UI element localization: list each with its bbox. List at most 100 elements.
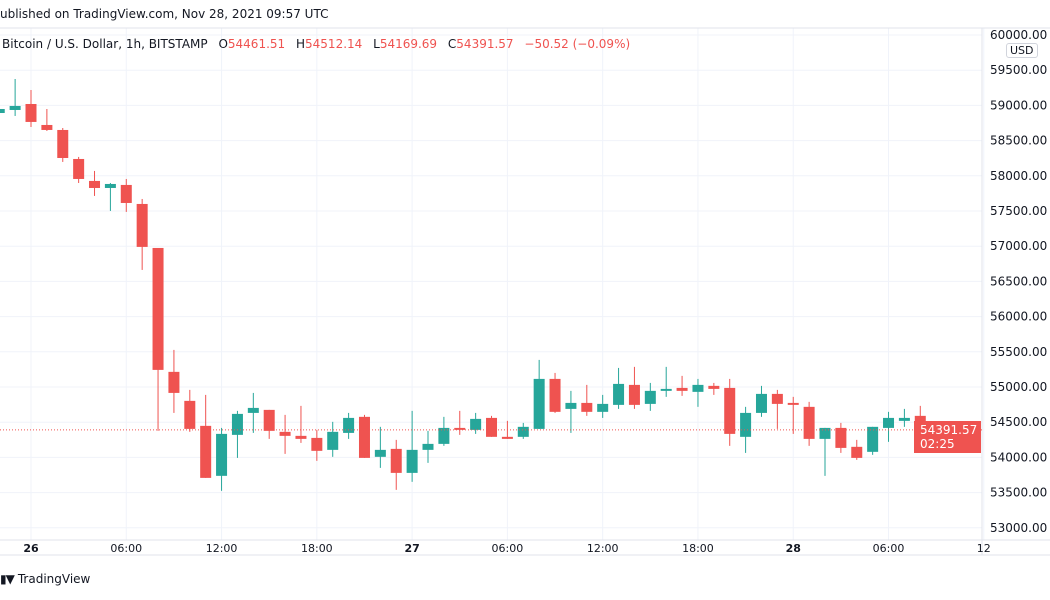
last-price-value: 54391.57 <box>920 423 978 437</box>
candle-up <box>533 359 545 429</box>
low-label: L <box>373 37 380 51</box>
close-label: C <box>447 37 457 51</box>
change-value: −50.52 (−0.09%) <box>524 37 631 51</box>
tradingview-logo-icon[interactable]: ▮▼ <box>0 572 15 586</box>
candle-body <box>835 427 847 448</box>
candle-body <box>501 436 513 439</box>
brand-name[interactable]: TradingView <box>17 572 91 586</box>
time-tick-label: 12 <box>977 542 991 555</box>
price-tick-label: 58000.00 <box>990 169 1047 183</box>
candle-body <box>295 435 307 439</box>
time-tick-label: 06:00 <box>110 542 142 555</box>
candle-body <box>0 108 5 114</box>
open-label: O <box>218 37 228 51</box>
currency-badge[interactable]: USD <box>1006 43 1038 58</box>
candle-up <box>819 427 831 476</box>
candle-body <box>549 378 561 412</box>
candle-body <box>247 407 259 413</box>
candle-body <box>104 183 116 188</box>
time-tick-label: 06:00 <box>492 542 524 555</box>
candle-body <box>708 385 720 389</box>
candle-down <box>454 410 466 435</box>
candle-down <box>549 372 561 413</box>
price-axis[interactable]: 60000.00 59500.00 59000.00 58500.00 58000.00… <box>990 28 1047 535</box>
candle-down <box>73 156 85 183</box>
candle-up <box>597 394 609 418</box>
candle-down <box>581 384 593 416</box>
candle-up <box>104 182 116 211</box>
published-caption: ublished on TradingView.com, Nov 28, 202… <box>0 7 329 21</box>
bar-countdown: 02:25 <box>920 437 955 451</box>
symbol-title[interactable]: Bitcoin / U.S. Dollar, 1h, BITSTAMP <box>2 37 208 51</box>
candle-up <box>247 392 259 433</box>
grid <box>0 28 985 540</box>
candle-body <box>216 433 228 476</box>
candle-body <box>755 393 767 413</box>
candle-up <box>867 426 879 455</box>
candle-down <box>835 422 847 453</box>
candle-down <box>851 439 863 460</box>
candle-down <box>279 414 291 454</box>
candle-body <box>358 416 370 458</box>
candle-body <box>819 427 831 439</box>
candle-up <box>470 412 482 434</box>
candle-body <box>692 384 704 392</box>
price-tick-label: 55000.00 <box>990 380 1047 394</box>
candle-body <box>120 184 132 203</box>
time-axis[interactable]: 26 06:00 12:00 18:00 27 06:00 12:00 18:00 28 06:0… <box>23 542 990 555</box>
candle-down <box>771 389 783 429</box>
candle-body <box>57 129 69 158</box>
candle-up <box>517 422 529 439</box>
time-tick-label: 27 <box>404 542 419 555</box>
candle-up <box>231 410 243 458</box>
time-tick-label: 18:00 <box>301 542 333 555</box>
candle-down <box>628 366 640 409</box>
candle-up <box>327 421 339 457</box>
candle-body <box>168 371 180 393</box>
candle-body <box>470 418 482 430</box>
candle-up <box>613 367 625 409</box>
candle-body <box>597 403 609 412</box>
last-price-label: 54391.57 02:25 <box>914 421 981 453</box>
candle-body <box>851 446 863 458</box>
candle-down <box>708 382 720 395</box>
footer: ▮▼ TradingView <box>0 572 90 586</box>
candle-body <box>184 400 196 429</box>
candle-up <box>422 430 434 463</box>
candle-up <box>0 108 5 114</box>
candle-up <box>374 426 386 468</box>
close-value: 54391.57 <box>456 37 514 51</box>
candle-body <box>803 406 815 439</box>
price-tick-label: 59500.00 <box>990 63 1047 77</box>
candle-up <box>406 410 418 482</box>
high-label: H <box>296 37 306 51</box>
candle-down <box>803 401 815 446</box>
candle-up <box>660 366 672 397</box>
candle-body <box>676 387 688 391</box>
candle-body <box>867 426 879 452</box>
candle-body <box>343 417 355 433</box>
candle-body <box>533 378 545 429</box>
candle-body <box>231 413 243 435</box>
candle-up <box>343 412 355 439</box>
low-value: 54169.69 <box>379 37 438 51</box>
candle-up <box>216 427 228 491</box>
candle-body <box>406 449 418 473</box>
candle-body <box>41 124 53 130</box>
candle-up <box>740 406 752 453</box>
candle-down <box>200 394 212 478</box>
candle-body <box>263 409 275 431</box>
candle-body <box>898 417 910 421</box>
price-tick-label: 54000.00 <box>990 450 1047 464</box>
time-tick-label: 06:00 <box>873 542 905 555</box>
candle-body <box>89 180 101 188</box>
candle-body <box>152 247 164 370</box>
candle-body <box>422 443 434 450</box>
candle-down <box>184 389 196 432</box>
candle-up <box>565 390 577 433</box>
candles <box>0 79 942 491</box>
price-tick-label: 57000.00 <box>990 239 1047 253</box>
candle-down <box>168 349 180 413</box>
candle-body <box>724 387 736 434</box>
